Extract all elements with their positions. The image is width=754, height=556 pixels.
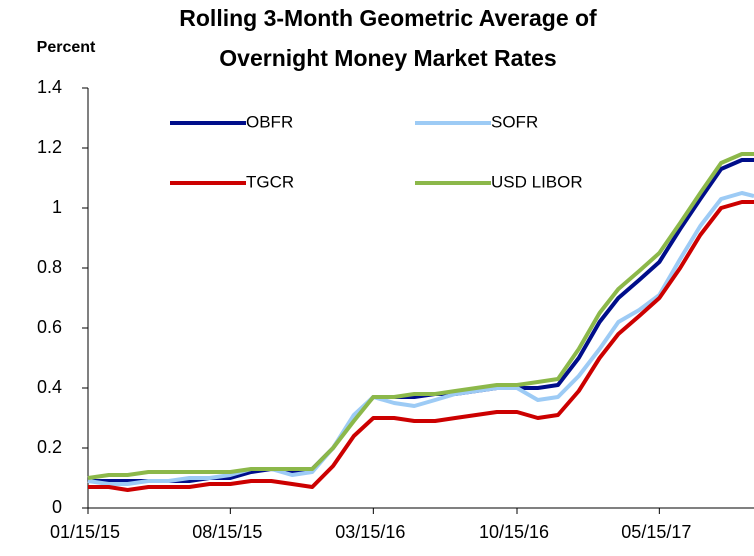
x-tick-label: 05/15/17 [621,522,691,542]
x-tick-label: 03/15/16 [335,522,405,542]
y-tick-label: 1.4 [37,77,62,97]
legend-label: SOFR [491,112,538,131]
chart-title: Rolling 3-Month Geometric Average of [179,5,597,31]
y-tick-label: 1.2 [37,137,62,157]
y-tick-label: 0.6 [37,317,62,337]
y-tick-label: 0.4 [37,377,62,397]
y-tick-label: 0.8 [37,257,62,277]
x-tick-label: 10/15/16 [479,522,549,542]
y-tick-label: 1 [52,197,62,217]
y-tick-label: 0.2 [37,437,62,457]
y-tick-label: 0 [52,497,62,517]
legend-label: TGCR [246,172,294,191]
x-tick-label: 08/15/15 [192,522,262,542]
x-tick-label: 01/15/15 [50,522,120,542]
series-line [87,191,754,486]
legend-label: USD LIBOR [491,172,583,191]
series-line [88,158,754,483]
y-axis-label: Percent [37,39,96,56]
legend-label: OBFR [246,112,293,131]
chart-title: Overnight Money Market Rates [219,45,556,71]
series-line [87,152,754,480]
series-line [88,200,754,492]
